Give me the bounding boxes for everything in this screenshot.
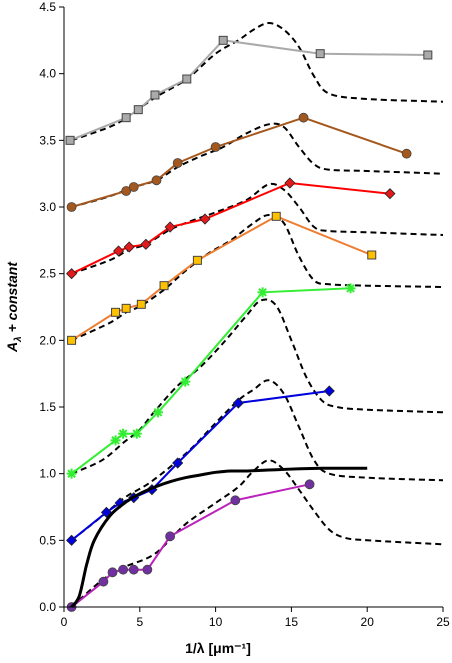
data-point-circle [151, 175, 162, 186]
data-point-square [271, 211, 281, 221]
data-point-circle [172, 158, 183, 168]
x-tick-label: 5 [136, 615, 143, 629]
data-point-square [65, 135, 75, 145]
data-point-circle [210, 142, 221, 152]
y-tick-label: 2.5 [39, 267, 56, 281]
data-point-diamond [123, 241, 135, 253]
data-point-circle [230, 495, 241, 506]
data-point-star [152, 407, 163, 418]
y-axis-title-rest: + constant [4, 261, 20, 337]
data-point-circle [142, 564, 153, 575]
data-point-star [110, 435, 121, 446]
solid-reference-curve [70, 466, 368, 608]
data-point-diamond [232, 397, 244, 409]
star-stroke [132, 429, 142, 438]
star-stroke [153, 408, 163, 417]
star-stroke [118, 429, 128, 438]
data-point-square [121, 303, 131, 313]
data-point-square [182, 74, 192, 84]
dashed-model-curve [70, 459, 444, 608]
data-point-square [67, 335, 77, 345]
ticks-layer: 0 5 10 15 20 25 0.0 0.5 1.0 1.5 2.0 2.5 3.0 3.5 4.0 4.5 [39, 0, 450, 629]
data-point-square [192, 255, 202, 265]
data-point-square [150, 90, 160, 100]
data-point-square [423, 50, 433, 60]
series-line [70, 390, 330, 542]
y-tick-label: 0.5 [39, 533, 56, 547]
series-line [69, 39, 428, 142]
series-line [70, 483, 310, 608]
series-line [71, 116, 407, 208]
x-tick-label: 10 [209, 615, 223, 629]
x-tick-label: 15 [285, 615, 299, 629]
data-point-circle [401, 148, 412, 159]
star-stroke [346, 284, 355, 293]
y-tick-label: 1.0 [39, 467, 56, 481]
x-axis-title: 1/λ [μm⁻¹] [185, 640, 251, 656]
y-tick-label: 4.0 [39, 67, 56, 81]
series-line [71, 215, 373, 342]
y-tick-label: 0.0 [39, 600, 56, 614]
data-point-star [180, 376, 191, 387]
y-axis-title-main: A [4, 342, 20, 353]
data-point-diamond [384, 188, 396, 200]
data-point-square [133, 105, 143, 115]
data-point-diamond [66, 268, 78, 280]
star-stroke [180, 377, 190, 386]
data-point-diamond [284, 177, 296, 189]
data-point-star [257, 287, 268, 298]
data-point-diamond [323, 385, 335, 397]
series-layer [65, 35, 433, 612]
data-point-square [121, 113, 131, 123]
data-point-square [367, 250, 377, 260]
data-point-circle [128, 182, 139, 192]
data-point-circle [118, 564, 129, 575]
data-point-square [159, 281, 169, 291]
y-tick-label: 1.5 [39, 400, 56, 414]
data-point-circle [98, 576, 109, 587]
y-tick-label: 3.0 [39, 200, 56, 214]
star-stroke [111, 436, 120, 445]
x-tick-label: 0 [61, 615, 68, 629]
dashed-model-curve [71, 182, 444, 275]
data-point-square [136, 299, 146, 309]
data-point-star [118, 428, 129, 439]
x-tick-label: 25 [436, 615, 450, 629]
x-tick-label: 20 [361, 615, 375, 629]
data-point-circle [304, 479, 315, 490]
data-point-star [131, 428, 142, 439]
data-point-diamond [164, 221, 176, 233]
star-stroke [67, 469, 76, 478]
axes-layer [63, 7, 443, 608]
data-point-circle [107, 567, 118, 578]
data-point-circle [165, 531, 176, 542]
data-point-circle [128, 564, 139, 575]
dashed-model-curve [70, 379, 444, 542]
data-point-diamond [66, 534, 78, 546]
data-point-square [111, 307, 121, 317]
y-axis-title-subscript: λ [13, 336, 24, 343]
y-tick-label: 2.0 [39, 333, 56, 347]
data-point-star [345, 283, 356, 294]
y-tick-label: 3.5 [39, 133, 56, 147]
data-point-square [218, 35, 228, 45]
series-line [71, 181, 391, 275]
data-point-diamond [113, 245, 125, 257]
dashed-model-curve [71, 213, 444, 342]
data-point-star [66, 468, 77, 479]
data-point-circle [298, 112, 309, 123]
data-point-diamond [140, 238, 152, 250]
data-point-circle [121, 186, 132, 196]
data-point-square [315, 49, 325, 59]
star-stroke [258, 288, 267, 297]
data-point-diamond [172, 457, 184, 469]
y-tick-label: 4.5 [39, 0, 56, 14]
data-point-diamond [199, 213, 211, 225]
dashed-curves-layer [70, 21, 444, 608]
y-axis-title: Aλ + constant [4, 261, 24, 353]
data-point-circle [66, 202, 77, 212]
dashed-model-curve [71, 21, 444, 142]
